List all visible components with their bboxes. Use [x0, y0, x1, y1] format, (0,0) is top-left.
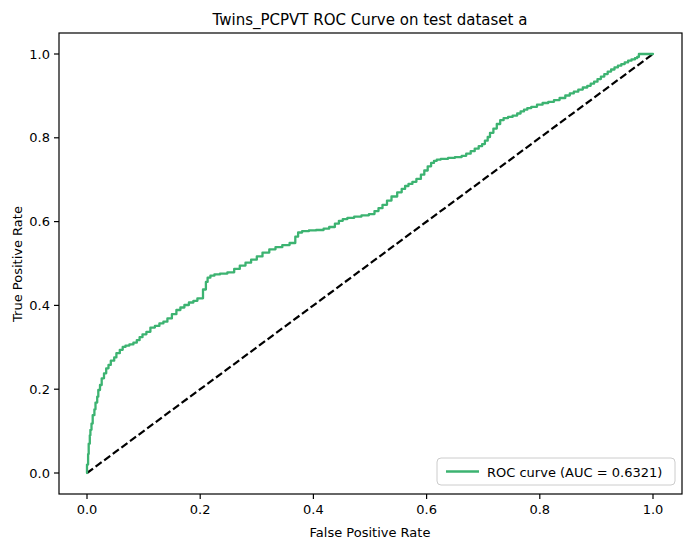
x-tick-label: 0.6 — [416, 502, 437, 517]
chart-title: Twins_PCPVT ROC Curve on test dataset a — [212, 11, 528, 30]
legend-label: ROC curve (AUC = 0.6321) — [487, 465, 662, 480]
roc-chart-figure: Twins_PCPVT ROC Curve on test dataset a … — [0, 0, 691, 547]
x-axis-label: False Positive Rate — [310, 525, 431, 540]
x-tick-label: 0.4 — [303, 502, 324, 517]
x-tick-label: 0.0 — [77, 502, 98, 517]
x-tick-label: 1.0 — [643, 502, 664, 517]
y-tick-label: 1.0 — [29, 47, 50, 62]
legend: ROC curve (AUC = 0.6321) — [437, 458, 675, 485]
x-tick-label: 0.2 — [190, 502, 211, 517]
x-axis-ticks: 0.0 0.2 0.4 0.6 0.8 1.0 — [77, 494, 664, 517]
y-tick-label: 0.0 — [29, 466, 50, 481]
y-axis-label: True Positive Rate — [10, 206, 25, 323]
x-tick-label: 0.8 — [529, 502, 550, 517]
y-tick-label: 0.6 — [29, 214, 50, 229]
y-tick-label: 0.2 — [29, 382, 50, 397]
y-tick-label: 0.8 — [29, 130, 50, 145]
chance-diagonal-line — [87, 54, 653, 473]
roc-curve-line — [87, 54, 653, 473]
roc-chart-canvas: Twins_PCPVT ROC Curve on test dataset a … — [0, 0, 691, 547]
y-tick-label: 0.4 — [29, 298, 50, 313]
y-axis-ticks: 0.0 0.2 0.4 0.6 0.8 1.0 — [29, 47, 59, 481]
